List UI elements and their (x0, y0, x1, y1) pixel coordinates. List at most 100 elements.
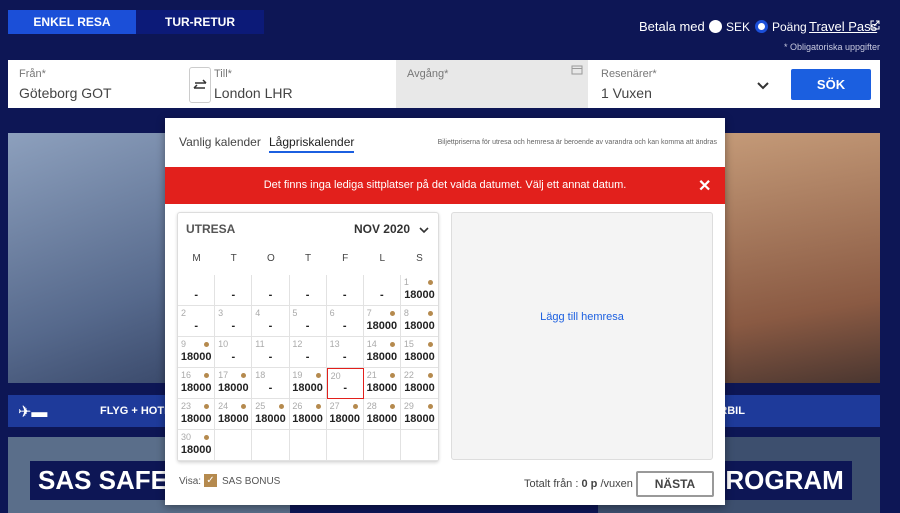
day-cell[interactable]: 25 18000 (252, 399, 290, 430)
calendar-tab[interactable]: Vanlig kalender (179, 135, 261, 149)
hero-image (725, 133, 880, 383)
radio-sek[interactable] (709, 20, 722, 33)
day-cell[interactable]: 4- (252, 306, 290, 337)
calendar-tab[interactable]: Lågpriskalender (269, 135, 355, 153)
radio-points[interactable] (755, 20, 768, 33)
day-cell[interactable]: 2- (178, 306, 216, 337)
next-button[interactable]: NÄSTA (636, 471, 714, 497)
to-input[interactable]: London LHR (214, 85, 293, 101)
tab-one-way[interactable]: ENKEL RESA (8, 10, 136, 34)
chevron (757, 82, 769, 90)
day-cell[interactable]: - (178, 275, 216, 306)
day-cell[interactable]: 29 18000 (400, 399, 439, 430)
day-price: - (231, 289, 236, 301)
day-price: - (343, 382, 348, 394)
day-cell[interactable]: 13- (326, 337, 364, 368)
day-cell[interactable]: 19 18000 (289, 368, 327, 399)
day-number: 22 (403, 370, 414, 380)
day-cell[interactable]: 20- (326, 368, 364, 399)
low-fare-dot (390, 342, 395, 347)
low-fare-dot (428, 404, 434, 409)
day-cell[interactable]: 27 18000 (326, 399, 364, 430)
day-cell[interactable]: 21 18000 (363, 368, 401, 399)
day-cell[interactable]: 28 18000 (363, 399, 401, 430)
departure-label: Avgång* (407, 68, 449, 80)
calendar-icon (571, 65, 583, 75)
low-fare-dot (428, 311, 434, 316)
day-price: 18000 (404, 351, 435, 363)
day-cell[interactable]: 11- (252, 337, 290, 368)
day-number: 12 (292, 339, 303, 349)
day-number: 8 (403, 308, 409, 318)
day-number: 25 (255, 401, 266, 411)
day-price: 18000 (366, 382, 398, 394)
from-input[interactable]: Göteborg GOT (19, 85, 112, 101)
travel-pass-link[interactable]: Travel Pass (809, 19, 878, 34)
day-cell[interactable]: 5- (289, 306, 327, 337)
day-cell[interactable]: 16 18000 (178, 368, 216, 399)
day-cell[interactable]: - (215, 275, 253, 306)
day-cell[interactable]: 22 18000 (400, 368, 439, 399)
flight-hotel-link[interactable]: FLYG + HOTELL (100, 405, 185, 417)
day-price: 18000 (180, 413, 212, 425)
day-number: 24 (218, 401, 229, 411)
day-number: 18 (255, 370, 266, 380)
day-cell[interactable]: 9 18000 (178, 337, 216, 368)
tab-return[interactable]: TUR-RETUR (136, 10, 264, 34)
day-cell[interactable]: 3- (215, 306, 253, 337)
month-select[interactable]: NOV 2020 (353, 222, 410, 236)
day-cell[interactable]: 23 18000 (178, 399, 216, 430)
day-price: 18000 (404, 320, 435, 332)
day-cell (215, 430, 253, 461)
day-price: - (231, 351, 236, 363)
day-cell (326, 430, 364, 461)
day-number: 3 (218, 308, 224, 318)
error-banner (165, 167, 725, 204)
day-number: 5 (292, 308, 298, 318)
day-cell[interactable]: 14 18000 (363, 337, 401, 368)
day-price: - (194, 289, 198, 301)
day-number: 29 (403, 401, 414, 411)
departure-field[interactable] (396, 60, 588, 108)
day-cell[interactable]: - (252, 275, 290, 306)
error-message: Det finns inga lediga sittplatser på det… (263, 179, 627, 191)
day-price: - (342, 351, 347, 363)
day-price: 18000 (404, 413, 435, 425)
low-fare-dot (315, 373, 321, 378)
day-cell[interactable]: 6- (326, 306, 364, 337)
total-label: Totalt från : (524, 478, 579, 490)
low-fare-dot (315, 404, 321, 409)
passengers-select[interactable]: 1 Vuxen (601, 85, 652, 101)
day-cell[interactable]: 26 18000 (289, 399, 327, 430)
day-cell (252, 430, 290, 461)
search-button[interactable]: SÖK (791, 69, 871, 100)
close-error[interactable]: ✕ (698, 178, 712, 195)
calendar-popup: Vanlig kalender Lågpriskalender Biljettp… (165, 118, 725, 505)
day-cell[interactable]: 7 18000 (363, 306, 401, 337)
external-icon (870, 20, 880, 30)
day-cell[interactable]: 17 18000 (215, 368, 253, 399)
day-cell[interactable]: 12- (289, 337, 327, 368)
day-cell[interactable]: 18- (252, 368, 290, 399)
low-fare-dot (428, 342, 434, 347)
day-cell[interactable]: 1 18000 (400, 275, 439, 306)
day-cell[interactable]: 30 18000 (178, 430, 216, 461)
day-price: 18000 (292, 413, 323, 425)
day-number: 27 (329, 401, 340, 411)
swap-button[interactable] (189, 67, 211, 103)
day-number: 26 (292, 401, 303, 411)
day-cell[interactable]: 8 18000 (400, 306, 439, 337)
add-return-link[interactable]: Lägg till hemresa (540, 311, 624, 323)
day-price: - (380, 289, 384, 301)
day-cell[interactable]: 15 18000 (400, 337, 439, 368)
day-cell[interactable]: 24 18000 (215, 399, 253, 430)
weekday: M (192, 253, 201, 264)
day-cell[interactable]: - (326, 275, 364, 306)
day-number: 11 (255, 339, 265, 349)
bonus-checkbox[interactable]: ✓ (204, 474, 217, 487)
day-cell[interactable]: - (289, 275, 327, 306)
day-cell[interactable]: 10- (215, 337, 253, 368)
low-fare-dot (428, 280, 434, 285)
day-cell[interactable]: - (363, 275, 401, 306)
